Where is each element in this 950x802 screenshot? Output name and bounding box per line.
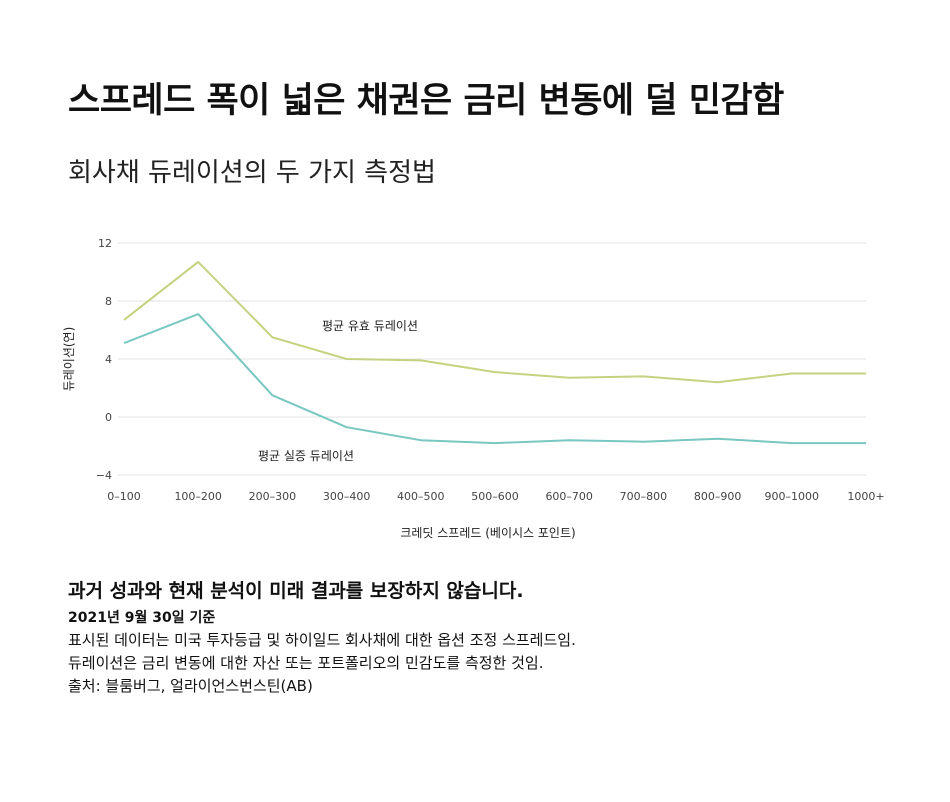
page-subtitle: 회사채 듀레이션의 두 가지 측정법 bbox=[68, 158, 436, 188]
series-line-2 bbox=[123, 313, 866, 445]
duration-line-chart: 12 8 4 0 −4 0–100 100–200 200–300 300–400 400–500… bbox=[62, 237, 885, 540]
y-axis-title: 듀레이션(연) bbox=[62, 327, 76, 392]
series-label-effective: 평균 유효 듀레이션 bbox=[322, 319, 418, 333]
y-tick-label: −4 bbox=[96, 469, 112, 482]
y-tick-label: 12 bbox=[98, 237, 112, 250]
footnote-line-1: 표시된 데이터는 미국 투자등급 및 하이일드 회사채에 대한 옵션 조정 스프… bbox=[68, 631, 576, 649]
footnote-line-2: 듀레이션은 금리 변동에 대한 자산 또는 포트폴리오의 민감도를 측정한 것임… bbox=[68, 654, 544, 672]
x-tick-label: 300–400 bbox=[323, 490, 371, 503]
y-tick-label: 8 bbox=[105, 295, 112, 308]
x-tick-label: 1000+ bbox=[847, 490, 884, 503]
x-tick-label: 500–600 bbox=[471, 490, 519, 503]
x-tick-label: 0–100 bbox=[107, 490, 141, 503]
y-tick-label: 4 bbox=[105, 353, 112, 366]
x-tick-label: 400–500 bbox=[397, 490, 445, 503]
x-axis-title: 크레딧 스프레드 (베이시스 포인트) bbox=[400, 526, 575, 540]
footnote-line-3: 출처: 블룸버그, 얼라이언스번스틴(AB) bbox=[68, 677, 313, 695]
x-tick-label: 100–200 bbox=[174, 490, 222, 503]
as-of-date: 2021년 9월 30일 기준 bbox=[68, 610, 216, 626]
series-line-1 bbox=[123, 260, 866, 384]
x-tick-label: 900–1000 bbox=[765, 490, 820, 503]
footnotes: 과거 성과와 현재 분석이 미래 결과를 보장하지 않습니다. 2021년 9월… bbox=[68, 576, 928, 699]
series-label-empirical: 평균 실증 듀레이션 bbox=[258, 449, 354, 463]
x-tick-label: 200–300 bbox=[249, 490, 297, 503]
x-tick-label: 700–800 bbox=[620, 490, 668, 503]
x-tick-label: 600–700 bbox=[545, 490, 593, 503]
page-title: 스프레드 폭이 넓은 채권은 금리 변동에 덜 민감함 bbox=[68, 81, 784, 121]
disclaimer: 과거 성과와 현재 분석이 미래 결과를 보장하지 않습니다. bbox=[68, 580, 524, 602]
x-tick-label: 800–900 bbox=[694, 490, 742, 503]
y-tick-label: 0 bbox=[105, 411, 112, 424]
